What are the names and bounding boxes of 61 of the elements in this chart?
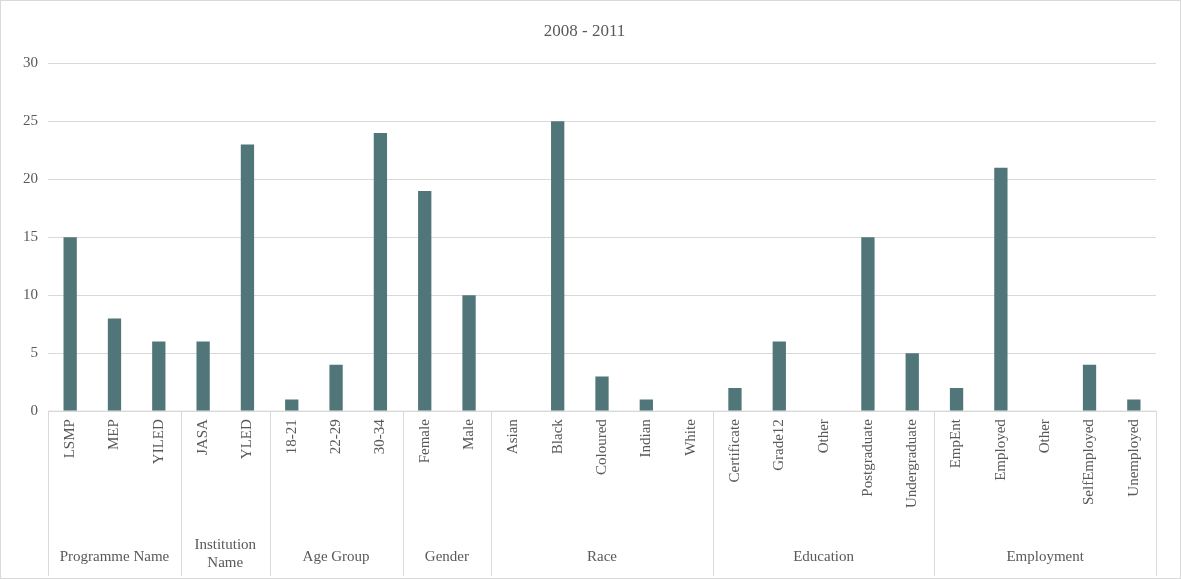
x-tick-label: Grade12 bbox=[770, 419, 787, 471]
x-tick-label: LSMP bbox=[61, 419, 78, 459]
y-tick-label: 5 bbox=[30, 344, 38, 361]
x-tick-label: MEP bbox=[105, 419, 122, 450]
text: Race bbox=[587, 548, 618, 565]
y-tick-label: 30 bbox=[23, 54, 38, 71]
bar bbox=[462, 295, 476, 411]
x-tick-label: 30-34 bbox=[371, 418, 388, 455]
bar bbox=[595, 376, 609, 411]
bar bbox=[107, 318, 122, 411]
text: Gender bbox=[424, 548, 469, 565]
bar bbox=[1082, 364, 1097, 411]
x-tick-label: Certificate bbox=[725, 418, 742, 483]
x-tick-label: JASA bbox=[194, 419, 211, 456]
chart-title: 2008 - 2011 bbox=[543, 20, 626, 40]
x-tick-label: Female bbox=[415, 418, 432, 464]
x-tick-label: YLED bbox=[238, 418, 255, 460]
bar bbox=[240, 144, 255, 411]
text: Programme Name bbox=[59, 548, 170, 565]
x-tick-label: Employed bbox=[991, 418, 1008, 481]
x-tick-label: Indian bbox=[637, 418, 654, 458]
x-tick-label: Coloured bbox=[592, 418, 609, 475]
x-tick-label: SelfEmployed bbox=[1080, 418, 1097, 505]
x-tick-label: Undergraduate bbox=[903, 418, 920, 509]
text: Employment bbox=[1006, 548, 1085, 565]
x-tick-label: Male bbox=[459, 418, 476, 450]
x-tick-label: Unemployed bbox=[1124, 418, 1141, 497]
y-tick-label: 20 bbox=[23, 170, 38, 187]
bar bbox=[1127, 399, 1141, 411]
bar bbox=[196, 341, 210, 411]
x-tick-label: 22-29 bbox=[327, 419, 344, 455]
bar bbox=[418, 190, 432, 411]
bar bbox=[728, 387, 742, 411]
bar bbox=[772, 341, 786, 411]
text: Education bbox=[793, 548, 855, 565]
x-tick-label: White bbox=[681, 418, 698, 456]
x-tick-label: YILED bbox=[149, 419, 166, 465]
bar bbox=[285, 399, 299, 411]
bar bbox=[329, 364, 343, 411]
y-tick-label: 10 bbox=[23, 286, 38, 303]
bar bbox=[994, 167, 1008, 411]
x-tick-label: Postgraduate bbox=[858, 418, 875, 497]
bar bbox=[905, 353, 919, 411]
bar bbox=[639, 399, 653, 411]
text: Institution Name bbox=[194, 536, 257, 571]
x-tick-label: EmpEnt bbox=[947, 418, 964, 469]
bar bbox=[861, 237, 875, 411]
x-tick-label: 18-21 bbox=[282, 419, 299, 455]
bar bbox=[373, 132, 388, 411]
x-tick-label: Other bbox=[1036, 419, 1053, 454]
bar bbox=[949, 387, 964, 411]
bar bbox=[551, 121, 565, 411]
y-tick-label: 0 bbox=[30, 402, 38, 419]
y-tick-label: 15 bbox=[23, 228, 38, 245]
y-tick-label: 25 bbox=[23, 112, 38, 129]
x-tick-label: Other bbox=[814, 419, 831, 454]
x-tick-label: Asian bbox=[504, 418, 521, 455]
bar bbox=[63, 237, 77, 411]
bar bbox=[152, 341, 166, 411]
x-tick-label: Black bbox=[548, 418, 565, 455]
text: Age Group bbox=[302, 548, 370, 565]
